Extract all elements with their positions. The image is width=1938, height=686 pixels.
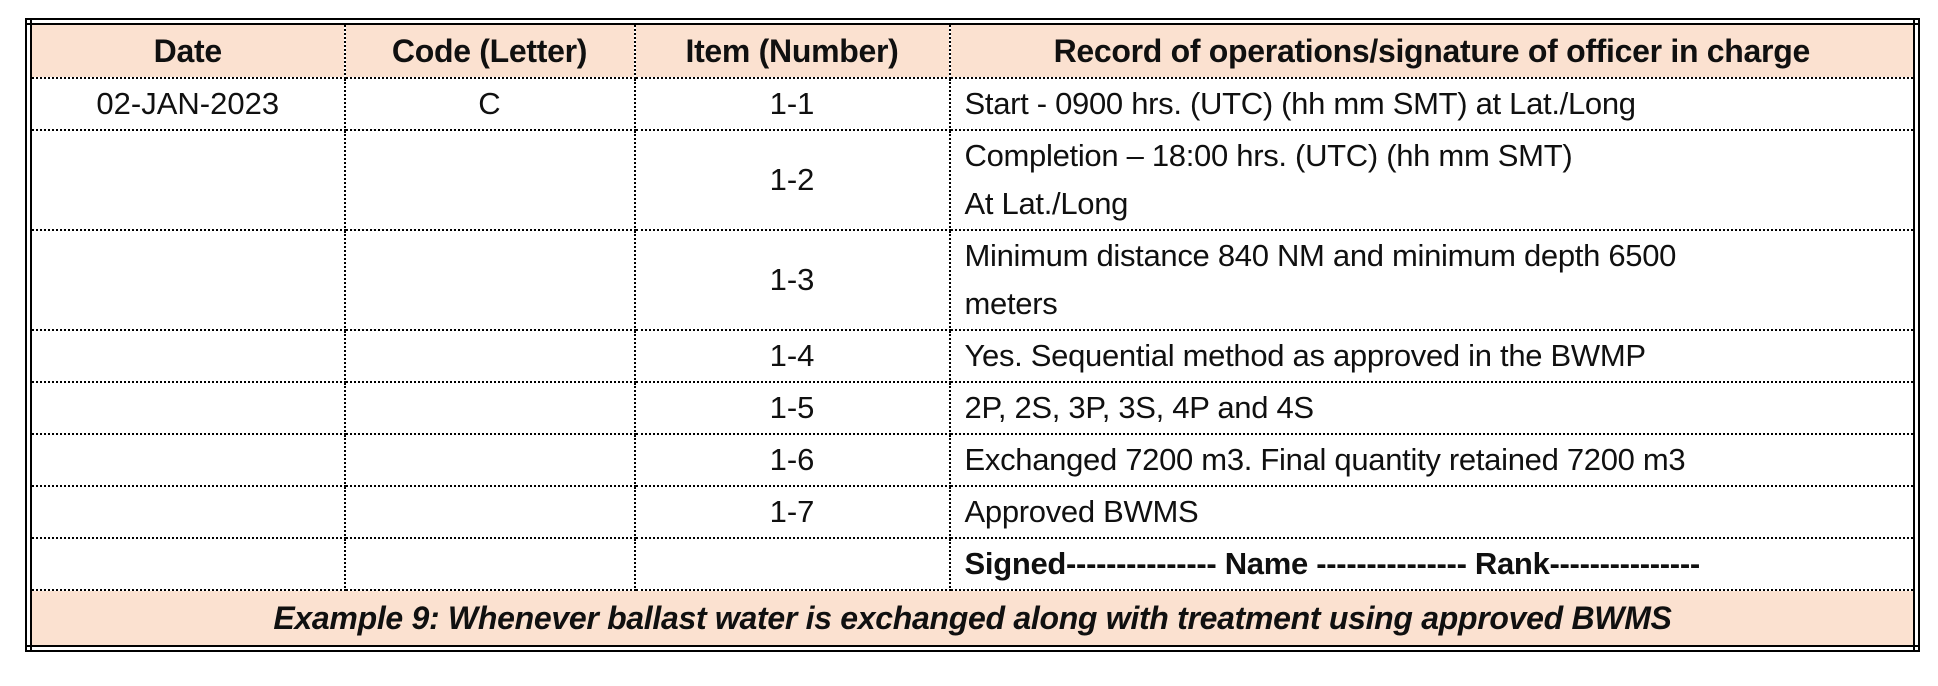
- record-cell: Yes. Sequential method as approved in th…: [948, 329, 1918, 383]
- footer-row: Example 9: Whenever ballast water is exc…: [27, 589, 1918, 650]
- table-row: 1-5 2P, 2S, 3P, 3S, 4P and 4S: [27, 381, 1918, 435]
- code-cell: [343, 381, 636, 435]
- date-cell: [27, 485, 346, 539]
- item-cell: 1-4: [633, 329, 951, 383]
- table-body: 02-JAN-2023 C 1-1 Start - 0900 hrs. (UTC) (…: [27, 77, 1918, 591]
- date-cell: [27, 537, 346, 591]
- header-record-of-operations: Record of operations/signature of office…: [948, 20, 1918, 79]
- code-cell: [343, 329, 636, 383]
- item-cell: 1-6: [633, 433, 951, 487]
- item-cell: 1-5: [633, 381, 951, 435]
- record-cell: Approved BWMS: [948, 485, 1918, 539]
- table-row: 1-3 Minimum distance 840 NM and minimum d…: [27, 229, 1918, 331]
- date-cell: [27, 329, 346, 383]
- item-cell: [633, 537, 951, 591]
- record-cell: Start - 0900 hrs. (UTC) (hh mm SMT) at L…: [948, 77, 1918, 131]
- date-cell: [27, 433, 346, 487]
- table-row: Signed--------------- Name -------------…: [27, 537, 1918, 591]
- table-row: 02-JAN-2023 C 1-1 Start - 0900 hrs. (UTC) (…: [27, 77, 1918, 131]
- table-row: 1-4 Yes. Sequential method as approved in…: [27, 329, 1918, 383]
- code-cell: [343, 129, 636, 231]
- code-cell: C: [343, 77, 636, 131]
- record-cell: Signed--------------- Name -------------…: [948, 537, 1918, 591]
- item-cell: 1-1: [633, 77, 951, 131]
- record-cell: Minimum distance 840 NM and minimum dept…: [948, 229, 1918, 331]
- document-page: Date Code (Letter) Item (Number) Record …: [25, 18, 1920, 652]
- code-cell: [343, 433, 636, 487]
- record-cell: 2P, 2S, 3P, 3S, 4P and 4S: [948, 381, 1918, 435]
- item-cell: 1-3: [633, 229, 951, 331]
- code-cell: [343, 485, 636, 539]
- header-date: Date: [27, 20, 346, 79]
- code-cell: [343, 537, 636, 591]
- header-item-number: Item (Number): [633, 20, 951, 79]
- date-cell: [27, 381, 346, 435]
- date-cell: 02-JAN-2023: [27, 77, 346, 131]
- record-cell: Completion – 18:00 hrs. (UTC) (hh mm SMT…: [948, 129, 1918, 231]
- table-row: 1-7 Approved BWMS: [27, 485, 1918, 539]
- date-cell: [27, 229, 346, 331]
- header-row: Date Code (Letter) Item (Number) Record …: [27, 20, 1918, 79]
- ballast-water-record-table: Date Code (Letter) Item (Number) Record …: [25, 18, 1920, 652]
- item-cell: 1-2: [633, 129, 951, 231]
- header-code-letter: Code (Letter): [343, 20, 636, 79]
- date-cell: [27, 129, 346, 231]
- item-cell: 1-7: [633, 485, 951, 539]
- code-cell: [343, 229, 636, 331]
- record-cell: Exchanged 7200 m3. Final quantity retain…: [948, 433, 1918, 487]
- table-row: 1-2 Completion – 18:00 hrs. (UTC) (hh mm …: [27, 129, 1918, 231]
- example-caption: Example 9: Whenever ballast water is exc…: [27, 589, 1918, 650]
- table-row: 1-6 Exchanged 7200 m3. Final quantity ret…: [27, 433, 1918, 487]
